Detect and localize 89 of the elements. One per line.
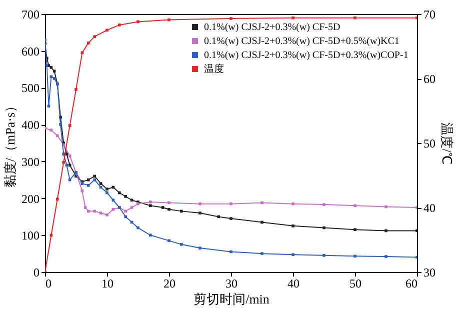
point: [99, 212, 102, 214]
point: [106, 28, 108, 32]
point: [384, 205, 388, 208]
legend-label: 温度: [204, 63, 224, 75]
x-tick-label: 50: [350, 276, 362, 290]
point: [68, 124, 72, 127]
y2-tick-label: 50: [424, 136, 436, 150]
point: [68, 178, 72, 182]
x-tick-label: 30: [226, 276, 238, 290]
y2-axis-title: 温度/℃: [440, 122, 454, 164]
point: [106, 213, 108, 216]
point: [180, 210, 183, 213]
point: [56, 134, 59, 138]
point: [354, 254, 356, 258]
x-tick-label: 20: [164, 276, 176, 290]
point: [168, 18, 170, 22]
point: [80, 190, 84, 192]
point: [260, 220, 264, 224]
point: [112, 208, 115, 211]
point: [148, 204, 152, 208]
y-tick-label: 300: [22, 154, 40, 169]
point: [62, 160, 66, 164]
point: [354, 16, 356, 20]
line-series: [45, 126, 417, 216]
point: [217, 215, 220, 218]
point: [50, 75, 53, 78]
point: [130, 206, 134, 209]
point: [93, 174, 96, 178]
point: [292, 253, 294, 256]
point: [148, 234, 152, 237]
y-tick-label: 0: [34, 266, 40, 280]
point: [384, 229, 388, 232]
point: [124, 210, 128, 213]
point: [322, 226, 326, 230]
point: [168, 239, 170, 242]
point: [106, 191, 108, 194]
y-tick-label: 500: [22, 81, 40, 96]
x-tick-label: 10: [102, 276, 114, 290]
point: [168, 208, 170, 211]
point: [180, 242, 183, 246]
point: [124, 215, 128, 218]
y-tick-label: 700: [22, 8, 40, 22]
y2-tick-label: 70: [424, 8, 436, 22]
point: [93, 178, 96, 182]
y-tick-label: 400: [22, 118, 40, 132]
y2-tick-label: 40: [424, 201, 436, 215]
point: [50, 128, 53, 132]
point: [292, 16, 294, 20]
point: [99, 182, 102, 185]
x-tick-label: 0: [46, 276, 52, 290]
point: [198, 202, 202, 206]
point: [230, 250, 232, 254]
point: [68, 164, 72, 167]
y-tick-label: 600: [22, 44, 40, 58]
point: [47, 104, 50, 108]
point: [52, 77, 56, 80]
point: [136, 226, 140, 230]
x-tick-label: 40: [288, 276, 300, 290]
point: [86, 178, 90, 182]
point: [168, 201, 170, 204]
point: [260, 201, 264, 204]
point: [93, 210, 96, 213]
point: [354, 228, 356, 232]
y-axis-title: 黏度/（mPa·s）: [2, 99, 18, 188]
point: [65, 164, 68, 167]
point: [86, 210, 90, 213]
point: [56, 198, 59, 201]
point: [50, 66, 53, 69]
point: [130, 198, 134, 202]
x-axis-title: 剪切时间/min: [194, 292, 270, 306]
y-tick-label: 200: [22, 192, 40, 206]
point: [136, 20, 140, 24]
point: [292, 202, 294, 206]
point: [68, 154, 72, 158]
y2-tick-label: 60: [424, 72, 436, 86]
point: [86, 184, 90, 187]
y2-tick-label: 30: [424, 266, 436, 280]
y-tick-label: 100: [22, 228, 40, 243]
legend-label: 0.1%(w) CJSJ-2+0.3%(w) CF-5D: [204, 22, 340, 33]
point: [112, 198, 115, 202]
legend-label: 0.1%(w) CJSJ-2+0.3%(w) CF-5D+0.5%(w)KC1: [204, 36, 400, 47]
point: [161, 206, 164, 209]
point: [230, 202, 232, 206]
point: [84, 206, 87, 209]
x-tick-label: 60: [406, 276, 418, 290]
point: [52, 70, 56, 73]
point: [354, 204, 356, 208]
point: [118, 191, 121, 194]
legend-label: 0.1%(w) CJSJ-2+0.3%(w) CF-5D+0.3%(w)COP-1: [204, 50, 408, 61]
